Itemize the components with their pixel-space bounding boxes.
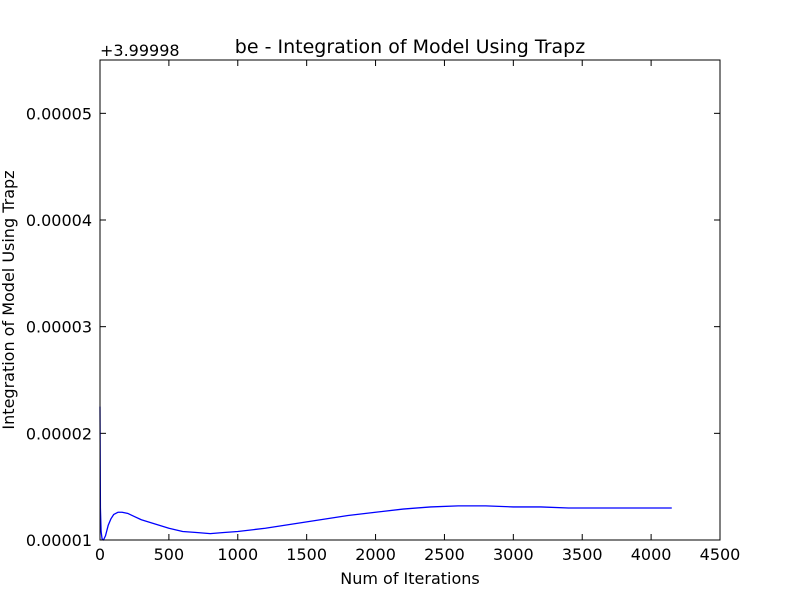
x-tick-label: 3000: [493, 545, 534, 564]
y-tick-label: 0.00002: [26, 424, 92, 443]
x-tick-label: 1000: [217, 545, 258, 564]
x-tick-label: 4000: [631, 545, 672, 564]
y-tick-label: 0.00004: [26, 211, 92, 230]
y-tick-label: 0.00005: [26, 104, 92, 123]
x-tick-label: 3500: [562, 545, 603, 564]
y-tick-label: 0.00001: [26, 531, 92, 550]
x-tick-label: 1500: [286, 545, 327, 564]
series-line: [99, 406, 672, 541]
x-axis-label: Num of Iterations: [340, 569, 480, 588]
y-axis-tick-labels: 0.00001 0.00002 0.00003 0.00004 0.00005: [26, 104, 92, 550]
x-tick-label: 2000: [355, 545, 396, 564]
x-axis-tick-labels: 0 500 1000 1500 2000 2500 3000 3500 4000 4500: [95, 545, 740, 564]
x-tick-label: 4500: [700, 545, 741, 564]
x-tick-label: 0: [95, 545, 105, 564]
x-tick-label: 2500: [424, 545, 465, 564]
plot-area-frame: [99, 59, 721, 541]
y-tick-label: 0.00003: [26, 318, 92, 337]
x-tick-label: 500: [154, 545, 185, 564]
y-axis-offset-label: +3.99998: [100, 41, 180, 60]
chart-title: be - Integration of Model Using Trapz: [235, 36, 585, 58]
y-axis-label: Integration of Model Using Trapz: [0, 170, 18, 429]
